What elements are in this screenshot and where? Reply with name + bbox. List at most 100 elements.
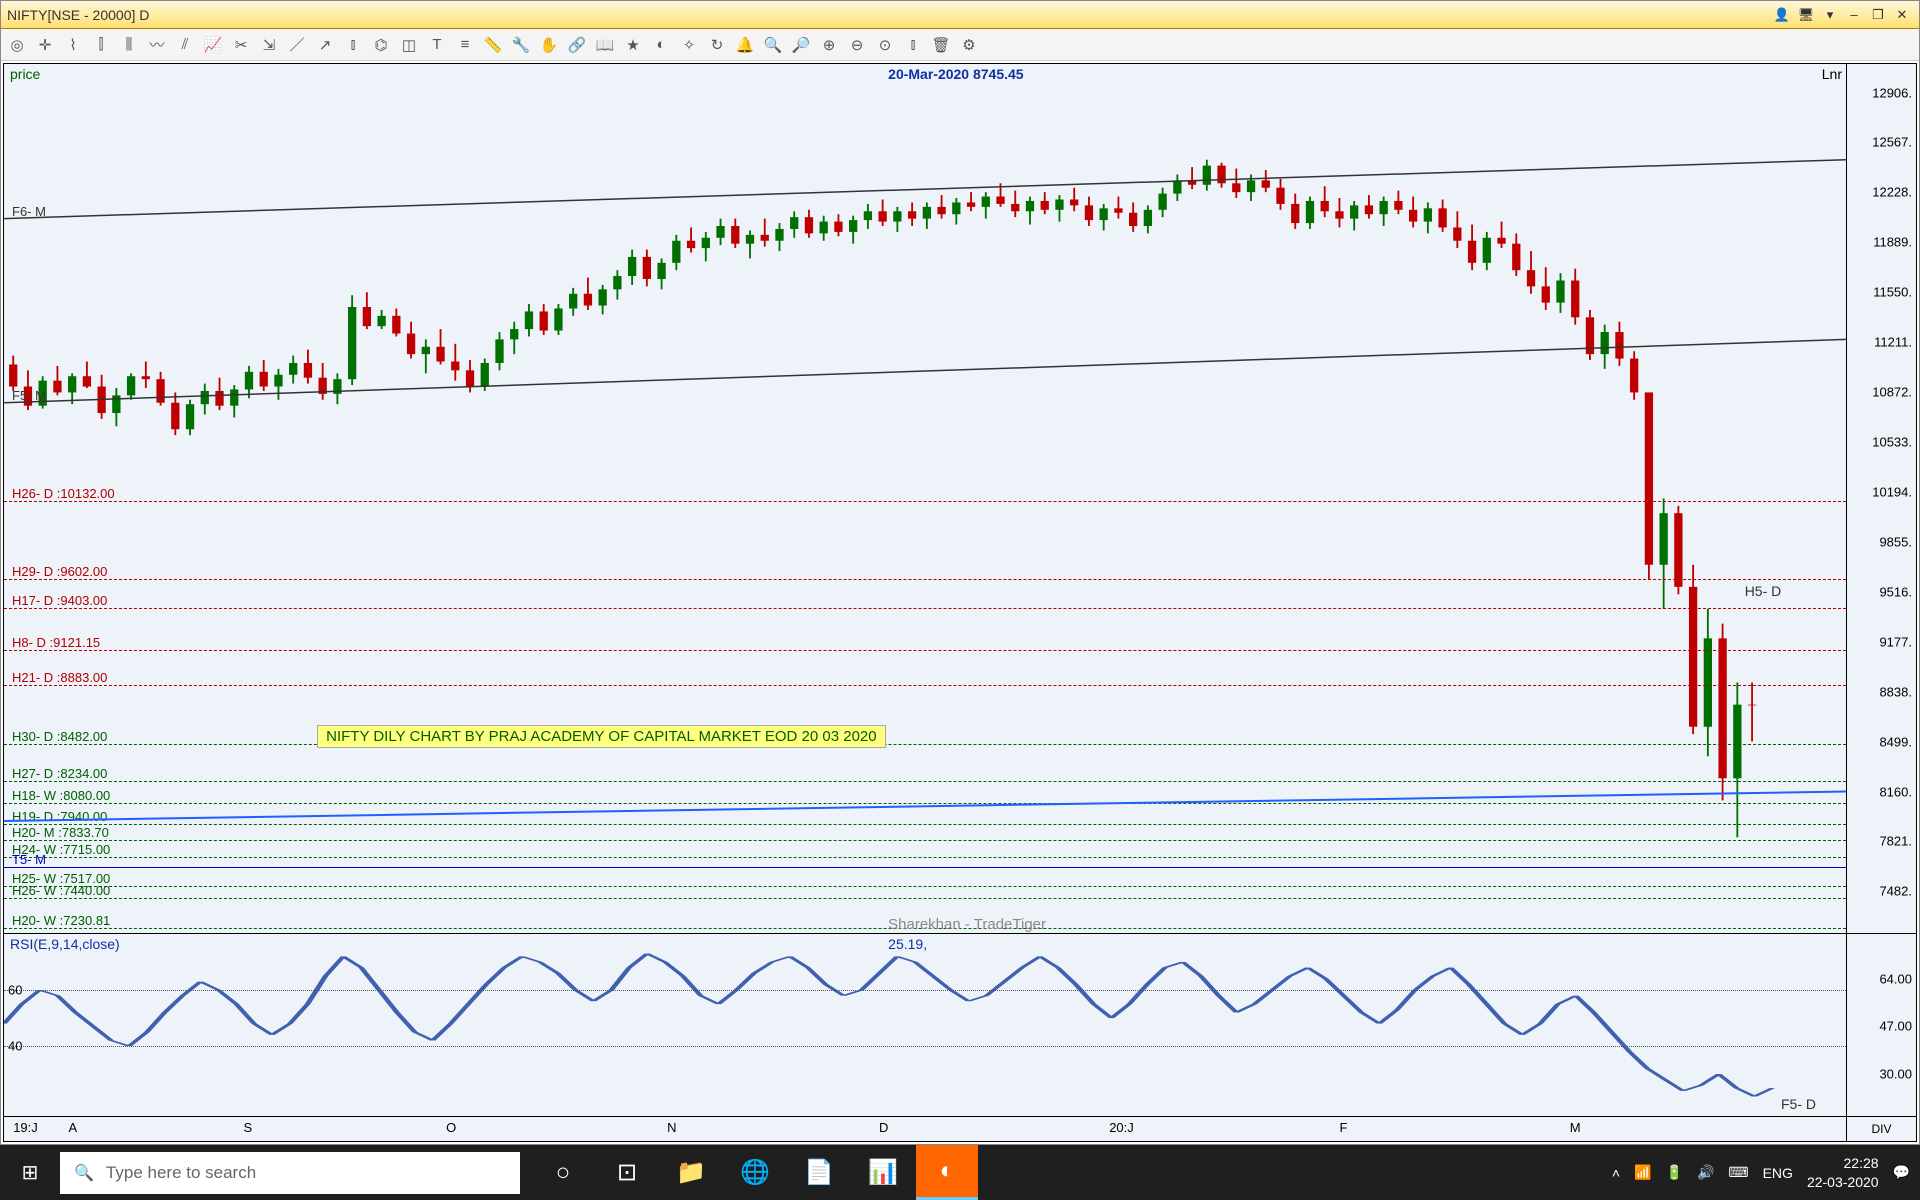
monitor-icon[interactable]: 🖥 bbox=[1795, 5, 1817, 25]
gear-icon[interactable]: ⚙ bbox=[957, 33, 981, 57]
wave-icon[interactable]: 〰 bbox=[145, 33, 169, 57]
minimize-icon[interactable]: ‒ bbox=[1843, 5, 1865, 25]
level-label: H26- D :10132.00 bbox=[12, 486, 115, 501]
star-icon[interactable]: ★ bbox=[621, 33, 645, 57]
xaxis-label: 20:J bbox=[1109, 1120, 1134, 1135]
line-icon[interactable]: ／ bbox=[285, 33, 309, 57]
rsi-guide-label: 40 bbox=[8, 1038, 22, 1053]
level-label: H29- D :9602.00 bbox=[12, 564, 107, 579]
level-line bbox=[4, 685, 1846, 686]
ytick: 8838. bbox=[1879, 684, 1912, 699]
search-box[interactable]: 🔍 Type here to search bbox=[60, 1152, 520, 1194]
level-line bbox=[4, 803, 1846, 804]
bars2-icon[interactable]: ⫼ bbox=[117, 33, 141, 57]
explorer-icon[interactable]: 📁 bbox=[660, 1145, 722, 1200]
cortana-icon[interactable]: ○ bbox=[532, 1145, 594, 1200]
tradetiger-icon[interactable]: ◐ bbox=[916, 1145, 978, 1200]
task-icons: ○ ⊡ 📁 🌐 📄 📊 ◐ bbox=[532, 1145, 978, 1200]
chrome-icon[interactable]: 🌐 bbox=[724, 1145, 786, 1200]
level-line bbox=[4, 840, 1846, 841]
rsi-line bbox=[4, 934, 1846, 1116]
date-label: 22-03-2020 bbox=[1807, 1173, 1879, 1191]
cylinder-icon[interactable]: ⌬ bbox=[369, 33, 393, 57]
word-icon[interactable]: 📄 bbox=[788, 1145, 850, 1200]
ytick: 10533. bbox=[1872, 435, 1912, 450]
xaxis-label: D bbox=[879, 1120, 888, 1135]
level-label: H20- W :7230.81 bbox=[12, 913, 110, 928]
arrow-icon[interactable]: ↗ bbox=[313, 33, 337, 57]
rsi-ytick: 30.00 bbox=[1879, 1066, 1912, 1081]
wifi-icon[interactable]: 📶 bbox=[1634, 1164, 1651, 1181]
rsi-chart[interactable]: RSI(E,9,14,close) 25.19, Sharekhan - Tra… bbox=[4, 934, 1916, 1117]
book-icon[interactable]: 📖 bbox=[593, 33, 617, 57]
rsi-yaxis: 64.0047.0030.00 bbox=[1846, 934, 1916, 1116]
system-tray: ˄ 📶 🔋 🔊 ⌨ ENG 22:28 22-03-2020 💬 bbox=[1602, 1145, 1920, 1200]
close-icon[interactable]: ✕ bbox=[1891, 5, 1913, 25]
channel-label: F5- M bbox=[12, 388, 46, 403]
venn-icon[interactable]: ◐ bbox=[649, 33, 673, 57]
zoom2-icon[interactable]: ⊖ bbox=[845, 33, 869, 57]
keyboard-icon[interactable]: ⌨ bbox=[1728, 1164, 1748, 1181]
titlebar: NIFTY[NSE - 20000] D 👤 🖥 ▾ ‒ ❐ ✕ bbox=[1, 1, 1919, 29]
xaxis-label: F bbox=[1339, 1120, 1347, 1135]
search-icon: 🔍 bbox=[74, 1163, 94, 1183]
clock[interactable]: 22:28 22-03-2020 bbox=[1807, 1154, 1879, 1190]
zoom1-icon[interactable]: ⊕ bbox=[817, 33, 841, 57]
chevron-up-icon[interactable]: ˄ bbox=[1612, 1165, 1620, 1181]
ytick: 11211. bbox=[1874, 335, 1912, 350]
lang-label[interactable]: ENG bbox=[1763, 1165, 1793, 1181]
watermark: Sharekhan - TradeTiger bbox=[888, 916, 1046, 933]
start-button[interactable]: ⊞ bbox=[0, 1145, 60, 1200]
price-chart[interactable]: price 20-Mar-2020 8745.45 Lnr H26- D :10… bbox=[4, 64, 1916, 934]
bar-icon[interactable]: ⫿ bbox=[89, 33, 113, 57]
chart-window: NIFTY[NSE - 20000] D 👤 🖥 ▾ ‒ ❐ ✕ ◎ ✛ ⌇ ⫿… bbox=[0, 0, 1920, 1145]
wrench-icon[interactable]: 🔧 bbox=[509, 33, 533, 57]
level-line bbox=[4, 867, 1846, 868]
trend-icon[interactable]: ⫽ bbox=[173, 33, 197, 57]
trash-icon[interactable]: 🗑 bbox=[929, 33, 953, 57]
level-label: H18- W :8080.00 bbox=[12, 788, 110, 803]
crosshair-icon[interactable]: ✛ bbox=[33, 33, 57, 57]
xaxis-label: M bbox=[1570, 1120, 1581, 1135]
hand-icon[interactable]: ✋ bbox=[537, 33, 561, 57]
battery-icon[interactable]: 🔋 bbox=[1666, 1164, 1683, 1181]
target-icon[interactable]: ◎ bbox=[5, 33, 29, 57]
zoomout-icon[interactable]: 🔎 bbox=[789, 33, 813, 57]
compass-icon[interactable]: ✧ bbox=[677, 33, 701, 57]
cube-icon[interactable]: ◫ bbox=[397, 33, 421, 57]
chart-container: price 20-Mar-2020 8745.45 Lnr H26- D :10… bbox=[3, 63, 1917, 1142]
refresh-icon[interactable]: ↻ bbox=[705, 33, 729, 57]
zoomin-icon[interactable]: 🔍 bbox=[761, 33, 785, 57]
dropdown-icon[interactable]: ▾ bbox=[1819, 5, 1841, 25]
xaxis-label: S bbox=[243, 1120, 252, 1135]
text-icon[interactable]: T bbox=[425, 33, 449, 57]
rsi-ytick: 47.00 bbox=[1879, 1019, 1912, 1034]
volume-icon[interactable]: 🔊 bbox=[1697, 1164, 1714, 1181]
lines-icon[interactable]: ≡ bbox=[453, 33, 477, 57]
ytick: 8499. bbox=[1879, 734, 1912, 749]
bell-icon[interactable]: 🔔 bbox=[733, 33, 757, 57]
level-line bbox=[4, 898, 1846, 899]
chart-annotation: NIFTY DILY CHART BY PRAJ ACADEMY OF CAPI… bbox=[317, 725, 885, 748]
link-icon[interactable]: 🔗 bbox=[565, 33, 589, 57]
notification-icon[interactable]: 💬 bbox=[1893, 1164, 1910, 1181]
compress-icon[interactable]: ⇲ bbox=[257, 33, 281, 57]
ruler-icon[interactable]: 📏 bbox=[481, 33, 505, 57]
graph-icon[interactable]: 📈 bbox=[201, 33, 225, 57]
candle-icon[interactable]: ⌇ bbox=[61, 33, 85, 57]
level-line bbox=[4, 744, 1846, 745]
bars3-icon[interactable]: ⫾ bbox=[341, 33, 365, 57]
excel-icon[interactable]: 📊 bbox=[852, 1145, 914, 1200]
taskview-icon[interactable]: ⊡ bbox=[596, 1145, 658, 1200]
user-icon[interactable]: 👤 bbox=[1771, 5, 1793, 25]
ytick: 9516. bbox=[1879, 584, 1912, 599]
maximize-icon[interactable]: ❐ bbox=[1867, 5, 1889, 25]
zoom3-icon[interactable]: ⊙ bbox=[873, 33, 897, 57]
xaxis-label: O bbox=[446, 1120, 456, 1135]
time-label: 22:28 bbox=[1807, 1154, 1879, 1172]
level-line bbox=[4, 501, 1846, 502]
bars4-icon[interactable]: ⫾ bbox=[901, 33, 925, 57]
titlebar-controls: 👤 🖥 ▾ ‒ ❐ ✕ bbox=[1771, 5, 1913, 25]
level-line bbox=[4, 608, 1846, 609]
scissors-icon[interactable]: ✂ bbox=[229, 33, 253, 57]
